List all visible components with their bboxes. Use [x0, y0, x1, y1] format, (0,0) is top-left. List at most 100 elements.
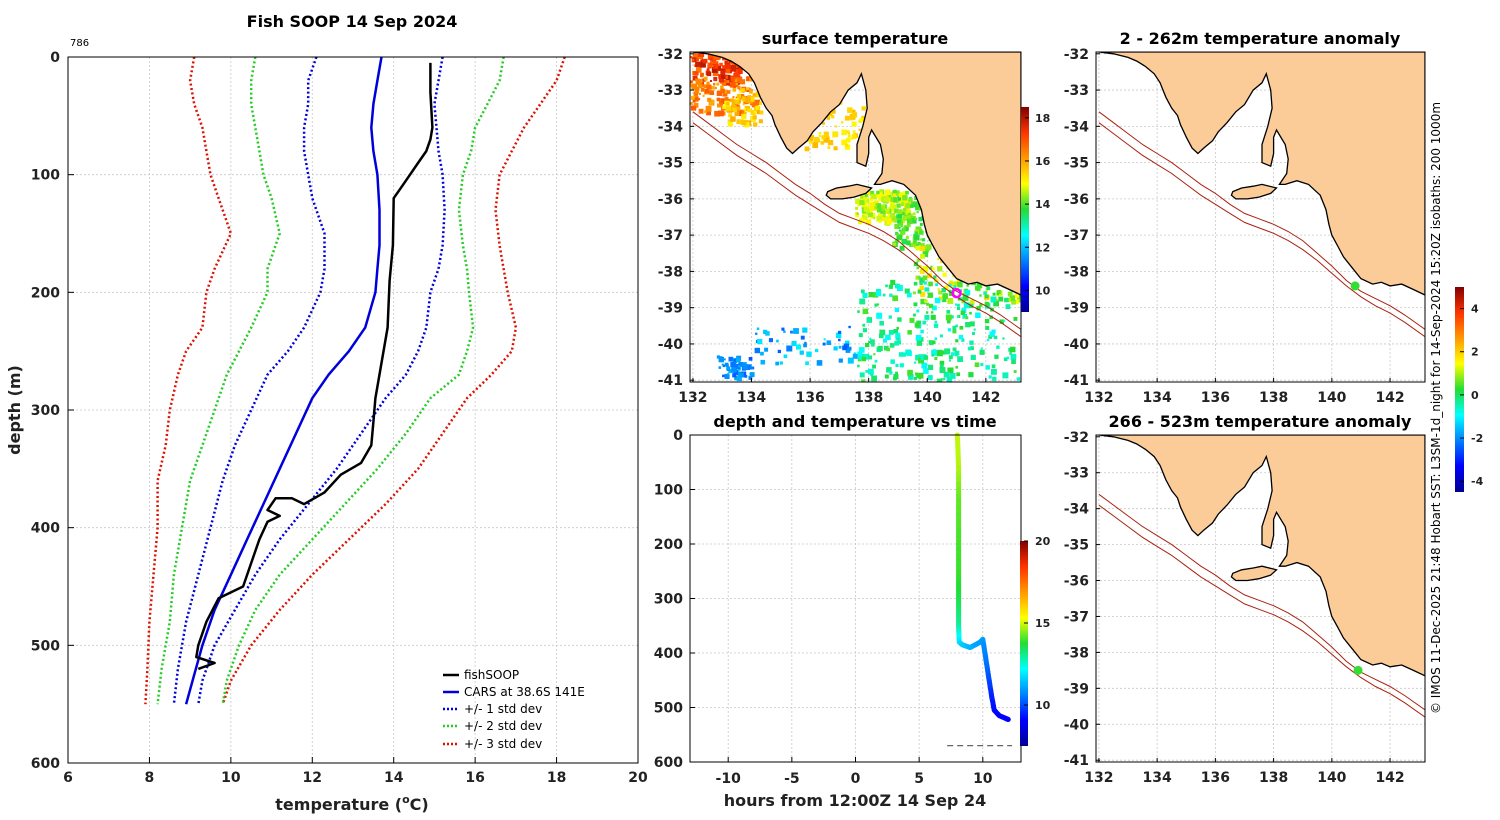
- sst-pixel: [868, 212, 873, 217]
- sst-pixel: [872, 292, 879, 298]
- sst-pixel: [835, 332, 842, 338]
- sst-pixel: [960, 310, 965, 315]
- sst-pixel: [991, 368, 997, 375]
- map-xtick-label: 132: [1084, 390, 1113, 406]
- surface-ticks: 132 134 136 138 140 142 -32 -33 -34 -35 -36 -37 -38 -…: [658, 47, 1001, 406]
- sst-pixel: [952, 325, 957, 330]
- sst-pixel: [932, 349, 937, 353]
- sst-pixel: [847, 346, 852, 351]
- sst-pixel: [920, 243, 925, 248]
- sst-pixel: [728, 368, 733, 374]
- sst-pixel: [996, 345, 1000, 349]
- map-ytick-label: -41: [658, 373, 683, 389]
- map-ytick-label: -37: [1064, 228, 1089, 244]
- sst-pixel: [935, 283, 939, 287]
- sst-pixel: [859, 372, 865, 378]
- sst-pixel: [899, 195, 902, 199]
- sst-pixel: [907, 218, 913, 225]
- sst-pixel: [873, 353, 876, 356]
- sst-pixel: [946, 309, 951, 314]
- map-ytick-label: -41: [1064, 753, 1089, 769]
- sst-pixel: [863, 353, 870, 360]
- sst-pixel: [916, 266, 920, 270]
- sst-pixel: [736, 375, 742, 382]
- sst-pixel: [760, 359, 766, 365]
- anomaly-shallow-isobath-1000m: [1098, 122, 1425, 338]
- sst-pixel: [716, 82, 720, 86]
- sst-pixel: [1009, 352, 1012, 355]
- time-ytick-label: 500: [654, 701, 683, 717]
- sst-pixel: [858, 220, 862, 225]
- sst-pixel: [871, 205, 877, 211]
- sst-pixel: [920, 254, 925, 259]
- sst-pixel: [871, 343, 875, 347]
- sst-pixel: [913, 313, 916, 317]
- sst-pixel: [925, 287, 930, 292]
- time-xlabel: hours from 12:00Z 14 Sep 24: [724, 791, 986, 810]
- sst-pixel: [844, 143, 849, 147]
- sst-pixel: [969, 299, 975, 305]
- profile-xtick-label: 10: [221, 770, 241, 786]
- sst-pixel: [885, 208, 890, 213]
- sst-pixel: [716, 90, 722, 96]
- profile-xtick-label: 8: [145, 770, 155, 786]
- legend: fishSOOP CARS at 38.6S 141E +/- 1 std de…: [443, 668, 585, 751]
- sst-pixel: [899, 363, 904, 368]
- sst-pixel: [730, 66, 736, 72]
- sst-pixel: [912, 212, 916, 216]
- sst-pixel: [873, 200, 879, 206]
- sst-pixel: [694, 88, 699, 93]
- sst-pixel: [893, 197, 899, 203]
- sst-pixel: [977, 283, 982, 289]
- sst-pixel: [900, 224, 904, 228]
- sst-pixel: [800, 335, 805, 340]
- sst-pixel: [885, 334, 891, 341]
- sst-pixel: [869, 202, 874, 207]
- sst-pixel: [698, 92, 701, 95]
- sst-pixel: [966, 284, 969, 287]
- sst-pixel: [694, 71, 699, 76]
- sst-pixel: [860, 289, 865, 294]
- sst-pixel: [1003, 357, 1008, 362]
- sst-pixel: [942, 272, 947, 277]
- sst-pixel: [978, 287, 981, 290]
- sst-pixel: [730, 76, 736, 82]
- profile-series-std2_hi: [221, 56, 505, 705]
- profile-ylabel: depth (m): [5, 365, 24, 455]
- sst-pixel: [958, 335, 964, 340]
- map-ytick-label: -35: [658, 156, 683, 172]
- sst-pixel: [695, 86, 700, 91]
- sst-pixel: [734, 79, 738, 82]
- sst-pixel: [758, 119, 763, 124]
- sst-pixel: [884, 374, 889, 379]
- sst-pixel: [709, 57, 713, 61]
- sst-pixel: [916, 211, 919, 214]
- sst-pixel: [719, 98, 725, 104]
- map-ytick-label: -34: [1064, 502, 1090, 518]
- sst-pixel: [908, 212, 911, 216]
- sst-pixel: [870, 193, 876, 199]
- sst-pixel: [752, 115, 757, 120]
- sst-pixel: [965, 322, 971, 328]
- sst-pixel: [707, 54, 714, 60]
- sst-pixel: [979, 294, 982, 297]
- profile-xtick-label: 14: [384, 770, 404, 786]
- sst-pixel: [692, 70, 697, 76]
- sst-pixel: [893, 189, 897, 194]
- sst-pixel: [980, 363, 984, 367]
- land-mass: [692, 52, 1021, 296]
- sst-pixel: [851, 112, 858, 118]
- sst-pixel: [861, 356, 867, 362]
- sst-pixel: [856, 212, 859, 215]
- sst-pixel: [938, 290, 943, 295]
- sst-pixel: [858, 355, 863, 360]
- sst-pixel: [950, 315, 954, 319]
- map-xtick-label: 134: [1143, 770, 1172, 786]
- profile-xtick-label: 20: [628, 770, 648, 786]
- sst-pixel: [736, 93, 742, 99]
- sst-pixel: [693, 91, 698, 97]
- sst-pixel: [904, 199, 911, 206]
- map-ytick-label: -38: [1064, 645, 1089, 661]
- sst-pixel: [861, 195, 868, 201]
- sst-pixel: [862, 213, 865, 216]
